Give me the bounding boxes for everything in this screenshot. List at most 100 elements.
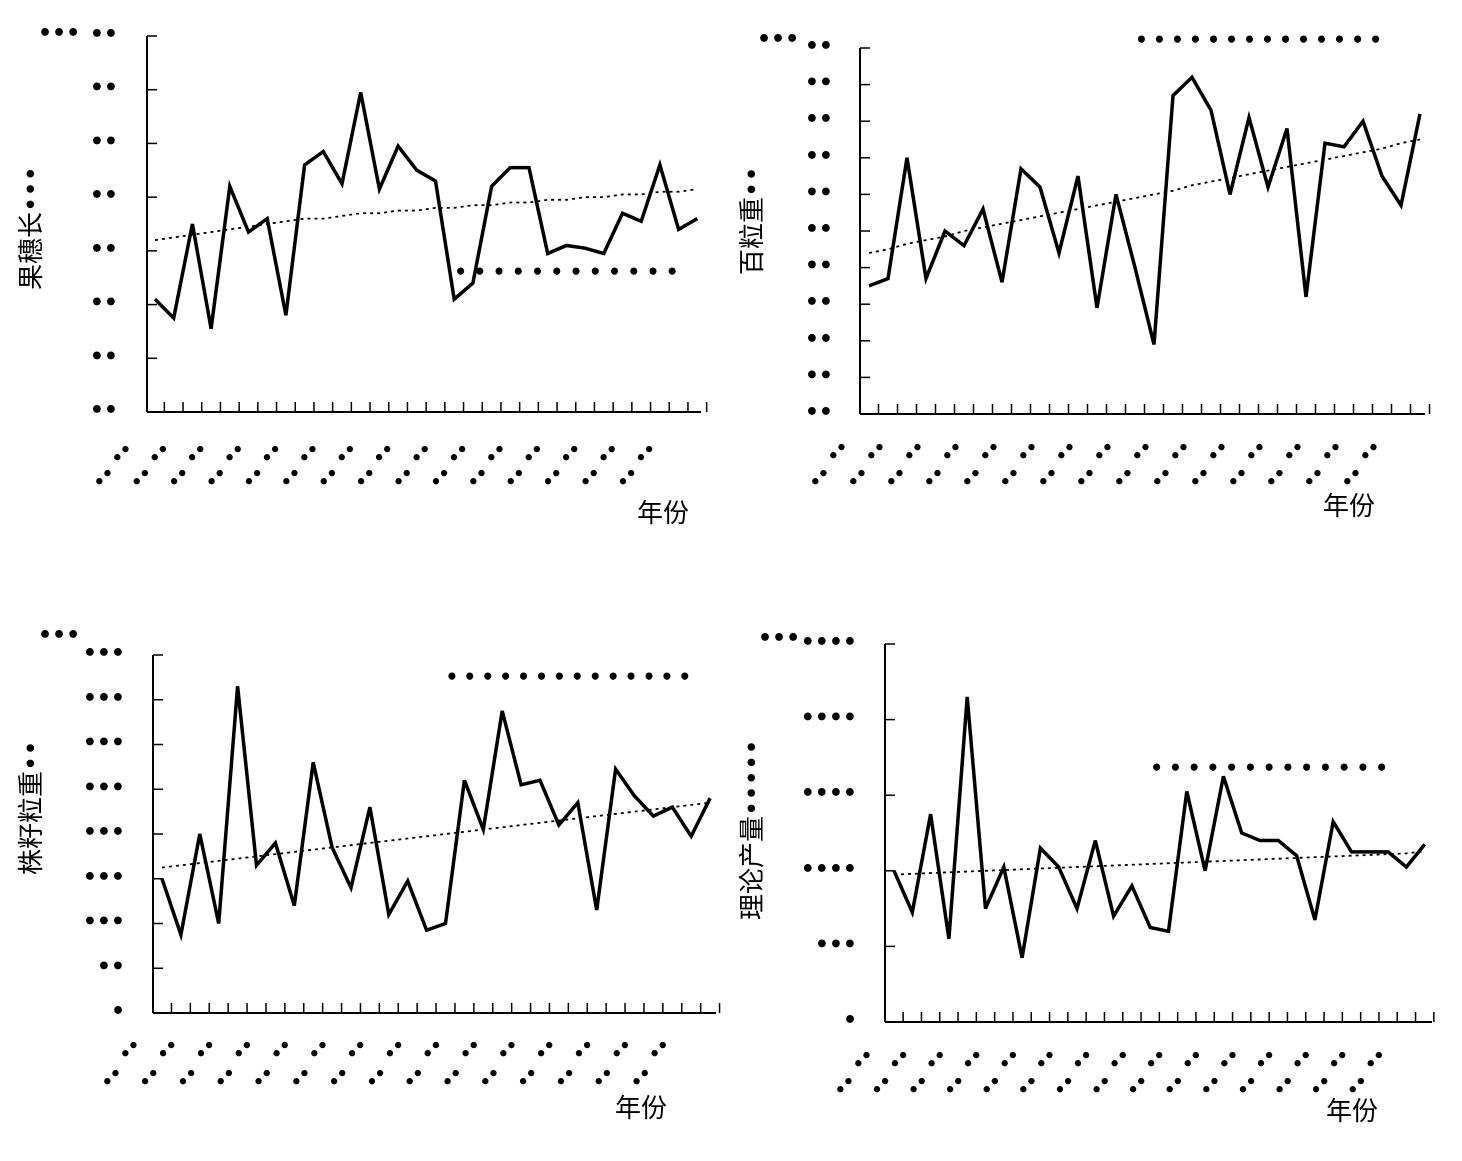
x-tick-label: •• (1067, 1044, 1098, 1075)
x-tick-label: •• (417, 1034, 448, 1065)
y-tick-label: ••• (83, 910, 125, 935)
x-tick-label: •• (493, 1034, 524, 1065)
x-tick-label: •• (323, 1062, 354, 1093)
x-tick-label: •• (266, 1034, 297, 1065)
x-tick-label: •• (1203, 436, 1234, 467)
x-tick-label: •• (1147, 462, 1178, 493)
x-tick-label: •• (1196, 1070, 1227, 1101)
data-line (153, 92, 699, 330)
x-tick-label: •• (1223, 462, 1254, 493)
y-tick-label: ••• (83, 641, 125, 666)
trend-line (893, 850, 1425, 876)
x-tick-label: •• (350, 462, 381, 493)
x-axis-label: 年份 (637, 499, 689, 529)
x-tick-label: •• (1323, 1044, 1354, 1075)
x-tick-label: •• (644, 1034, 675, 1065)
x-tick-label: •• (848, 1044, 879, 1075)
x-tick-label: •• (1086, 1070, 1117, 1101)
x-tick-label: •• (1185, 462, 1216, 493)
x-tick-label: •• (443, 438, 474, 469)
y-tick-label: •• (90, 344, 118, 369)
y-tick-label: •• (90, 237, 118, 262)
x-tick-label: •• (976, 1070, 1007, 1101)
x-tick-label: •• (1049, 1070, 1080, 1101)
y-tick-label: •••• (801, 781, 857, 806)
x-tick-label: •• (937, 436, 968, 467)
x-tick-label: •• (190, 1034, 221, 1065)
chart-panel-fruit-ear-length: •• •• •• •• •• •• •• •• •• •• •• •• •• •• •• •• •• •• •• ••… (0, 0, 731, 580)
y-tick-label: •• (90, 398, 118, 423)
x-tick-label: •• (1140, 1044, 1171, 1075)
x-tick-label: •• (89, 462, 120, 493)
y-axis-label: 百粒重•• (738, 166, 768, 275)
x-tick-label: •• (341, 1034, 372, 1065)
x-tick-label: •• (830, 1070, 861, 1101)
x-tick-label: •• (331, 438, 362, 469)
y-tick-label: •• (805, 217, 833, 242)
period-bracket-label: •••••••••••• (454, 259, 678, 283)
y-tick-label: •• (90, 183, 118, 208)
x-tick-label: •• (368, 438, 399, 469)
x-tick-label: •• (994, 1044, 1025, 1075)
x-tick-label: •• (975, 436, 1006, 467)
x-tick-label: •• (881, 462, 912, 493)
x-tick-label: •• (248, 1062, 279, 1093)
x-tick-label: •• (1287, 1044, 1318, 1075)
x-tick-label: •• (1214, 1044, 1245, 1075)
trend-line (868, 138, 1421, 254)
x-tick-label: •• (181, 438, 212, 469)
x-tick-label: •• (210, 1062, 241, 1093)
y-tick-label: •• (805, 254, 833, 279)
y-axis-label: 理论产量••••• (738, 739, 768, 920)
x-tick-label: •• (995, 462, 1026, 493)
x-tick-label: •• (866, 1070, 897, 1101)
x-tick-label: •• (107, 438, 138, 469)
x-tick-label: •• (286, 1062, 317, 1093)
corner-unit-label: ••• (38, 623, 80, 648)
x-tick-label: •• (399, 1062, 430, 1093)
y-tick-label: •• (805, 327, 833, 352)
chart-svg: ••••••••••••••••••••••••••••••••••••••••… (738, 27, 1431, 522)
x-tick-label: •• (313, 462, 344, 493)
x-tick-label: •• (463, 462, 494, 493)
x-tick-label: •• (575, 462, 606, 493)
y-tick-label: •• (805, 107, 833, 132)
x-tick-label: •• (919, 462, 950, 493)
x-tick-label: •• (606, 1034, 637, 1065)
chart-svg: ••••••••••••••••••••••••••••••••••••••••… (17, 623, 721, 1124)
y-tick-label: ••• (83, 865, 125, 890)
y-tick-label: •• (805, 144, 833, 169)
x-tick-label: •• (957, 462, 988, 493)
y-tick-label: •• (90, 291, 118, 316)
x-tick-label: •• (379, 1034, 410, 1065)
x-axis-label: 年份 (1323, 492, 1375, 522)
y-tick-label: •• (805, 400, 833, 425)
y-tick-label: •••• (801, 706, 857, 731)
x-tick-label: •• (537, 462, 568, 493)
corner-unit-label: ••• (758, 626, 800, 651)
x-tick-label: •• (903, 1070, 934, 1101)
x-tick-label: •• (256, 438, 287, 469)
x-tick-label: •• (899, 436, 930, 467)
y-tick-label: • (843, 1008, 857, 1033)
chart-svg: ••••••••••••••••••••••••••••••••••••••••… (738, 626, 1435, 1127)
x-tick-label: •• (134, 1062, 165, 1093)
x-axis-label: 年份 (1326, 1097, 1378, 1127)
x-tick-label: •• (1089, 436, 1120, 467)
x-tick-label: •• (518, 438, 549, 469)
x-tick-label: •• (550, 1062, 581, 1093)
period-bracket-label: ••••••••••••• (1150, 756, 1388, 780)
x-tick-label: •• (388, 462, 419, 493)
x-tick-label: •• (1360, 1044, 1391, 1075)
x-tick-label: •• (481, 438, 512, 469)
x-tick-label: •• (1241, 436, 1272, 467)
x-tick-label: •• (115, 1034, 146, 1065)
x-tick-label: •• (163, 462, 194, 493)
x-tick-label: •• (406, 438, 437, 469)
x-tick-label: •• (1299, 462, 1330, 493)
x-tick-label: •• (238, 462, 269, 493)
x-tick-label: •• (97, 1062, 128, 1093)
y-tick-label: •• (805, 363, 833, 388)
y-tick-label: •• (805, 180, 833, 205)
y-tick-label: •• (97, 954, 125, 979)
